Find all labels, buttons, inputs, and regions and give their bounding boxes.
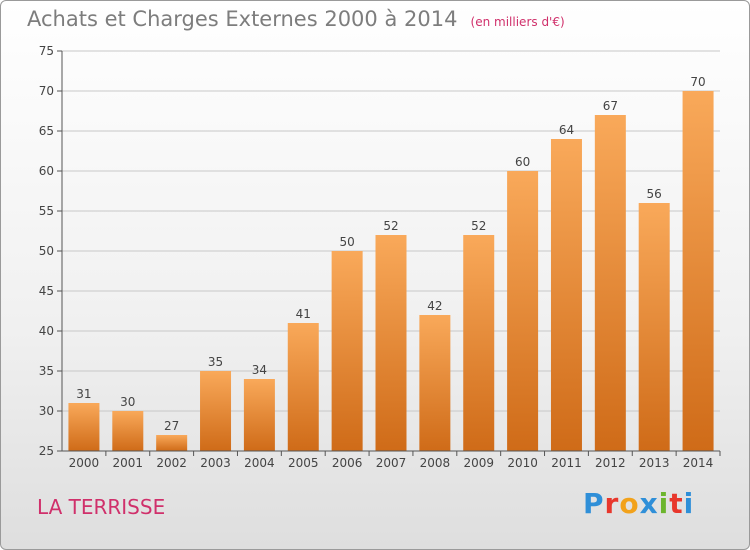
x-tick-label: 2006 [332, 456, 363, 470]
x-tick-label: 2003 [200, 456, 231, 470]
bar-2002 [156, 435, 188, 451]
data-label: 30 [120, 395, 135, 409]
y-tick-label: 75 [39, 44, 54, 58]
x-tick-label: 2002 [156, 456, 187, 470]
bar-2006 [331, 251, 363, 451]
brand-letter: o [619, 487, 640, 520]
bar-2008 [419, 315, 451, 451]
y-tick-label: 55 [39, 204, 54, 218]
data-label: 60 [515, 155, 530, 169]
y-tick-label: 50 [39, 244, 54, 258]
bar-2009 [463, 235, 495, 451]
y-tick-label: 30 [39, 404, 54, 418]
brand-letter: P [583, 487, 605, 520]
data-label: 27 [164, 419, 179, 433]
x-tick-label: 2009 [463, 456, 494, 470]
brand-letter: i [658, 487, 670, 520]
y-tick-label: 70 [39, 84, 54, 98]
x-tick-label: 2004 [244, 456, 275, 470]
data-label: 52 [383, 219, 398, 233]
brand-logo: Proxiti [583, 487, 694, 520]
axes [57, 50, 721, 456]
bar-2007 [375, 235, 407, 451]
data-label: 50 [339, 235, 354, 249]
brand-letter: x [639, 487, 659, 520]
y-tick-label: 40 [39, 324, 54, 338]
data-label: 35 [208, 355, 223, 369]
y-tick-label: 60 [39, 164, 54, 178]
data-label: 70 [690, 75, 705, 89]
data-label: 67 [603, 99, 618, 113]
x-tick-label: 2012 [595, 456, 626, 470]
bar-2000 [68, 403, 100, 451]
chart-unit: (en milliers d'€) [470, 15, 565, 29]
data-label: 56 [647, 187, 662, 201]
brand-letter: t [669, 487, 684, 520]
data-label: 34 [252, 363, 267, 377]
bar-2010 [507, 171, 539, 451]
data-label: 52 [471, 219, 486, 233]
bars [68, 91, 714, 451]
x-tick-label: 2010 [507, 456, 538, 470]
commune-name: LA TERRISSE [37, 495, 166, 519]
brand-letter: i [683, 487, 695, 520]
chart-title: Achats et Charges Externes 2000 à 2014 [27, 7, 458, 31]
bar-2001 [112, 411, 144, 451]
labels: 25 30 35 40 45 50 55 60 65 70 75 31 2000 30 2001 27 2002… [39, 44, 714, 470]
bar-2014 [682, 91, 714, 451]
bar-2005 [287, 323, 319, 451]
bar-2012 [594, 115, 626, 451]
bar-2011 [550, 139, 582, 451]
y-tick-label: 65 [39, 124, 54, 138]
data-label: 42 [427, 299, 442, 313]
x-tick-label: 2014 [683, 456, 714, 470]
x-tick-label: 2008 [420, 456, 451, 470]
x-tick-label: 2007 [376, 456, 407, 470]
data-label: 31 [76, 387, 91, 401]
data-label: 41 [296, 307, 311, 321]
y-tick-label: 35 [39, 364, 54, 378]
title-row: Achats et Charges Externes 2000 à 2014 (… [27, 7, 565, 31]
y-tick-label: 45 [39, 284, 54, 298]
x-tick-label: 2013 [639, 456, 670, 470]
x-tick-label: 2001 [113, 456, 144, 470]
x-tick-label: 2011 [551, 456, 582, 470]
bar-2003 [200, 371, 232, 451]
bar-2004 [243, 379, 275, 451]
x-tick-label: 2005 [288, 456, 319, 470]
data-label: 64 [559, 123, 574, 137]
y-tick-label: 25 [39, 444, 54, 458]
brand-letter: r [604, 487, 620, 520]
bar-2013 [638, 203, 670, 451]
x-tick-label: 2000 [69, 456, 100, 470]
